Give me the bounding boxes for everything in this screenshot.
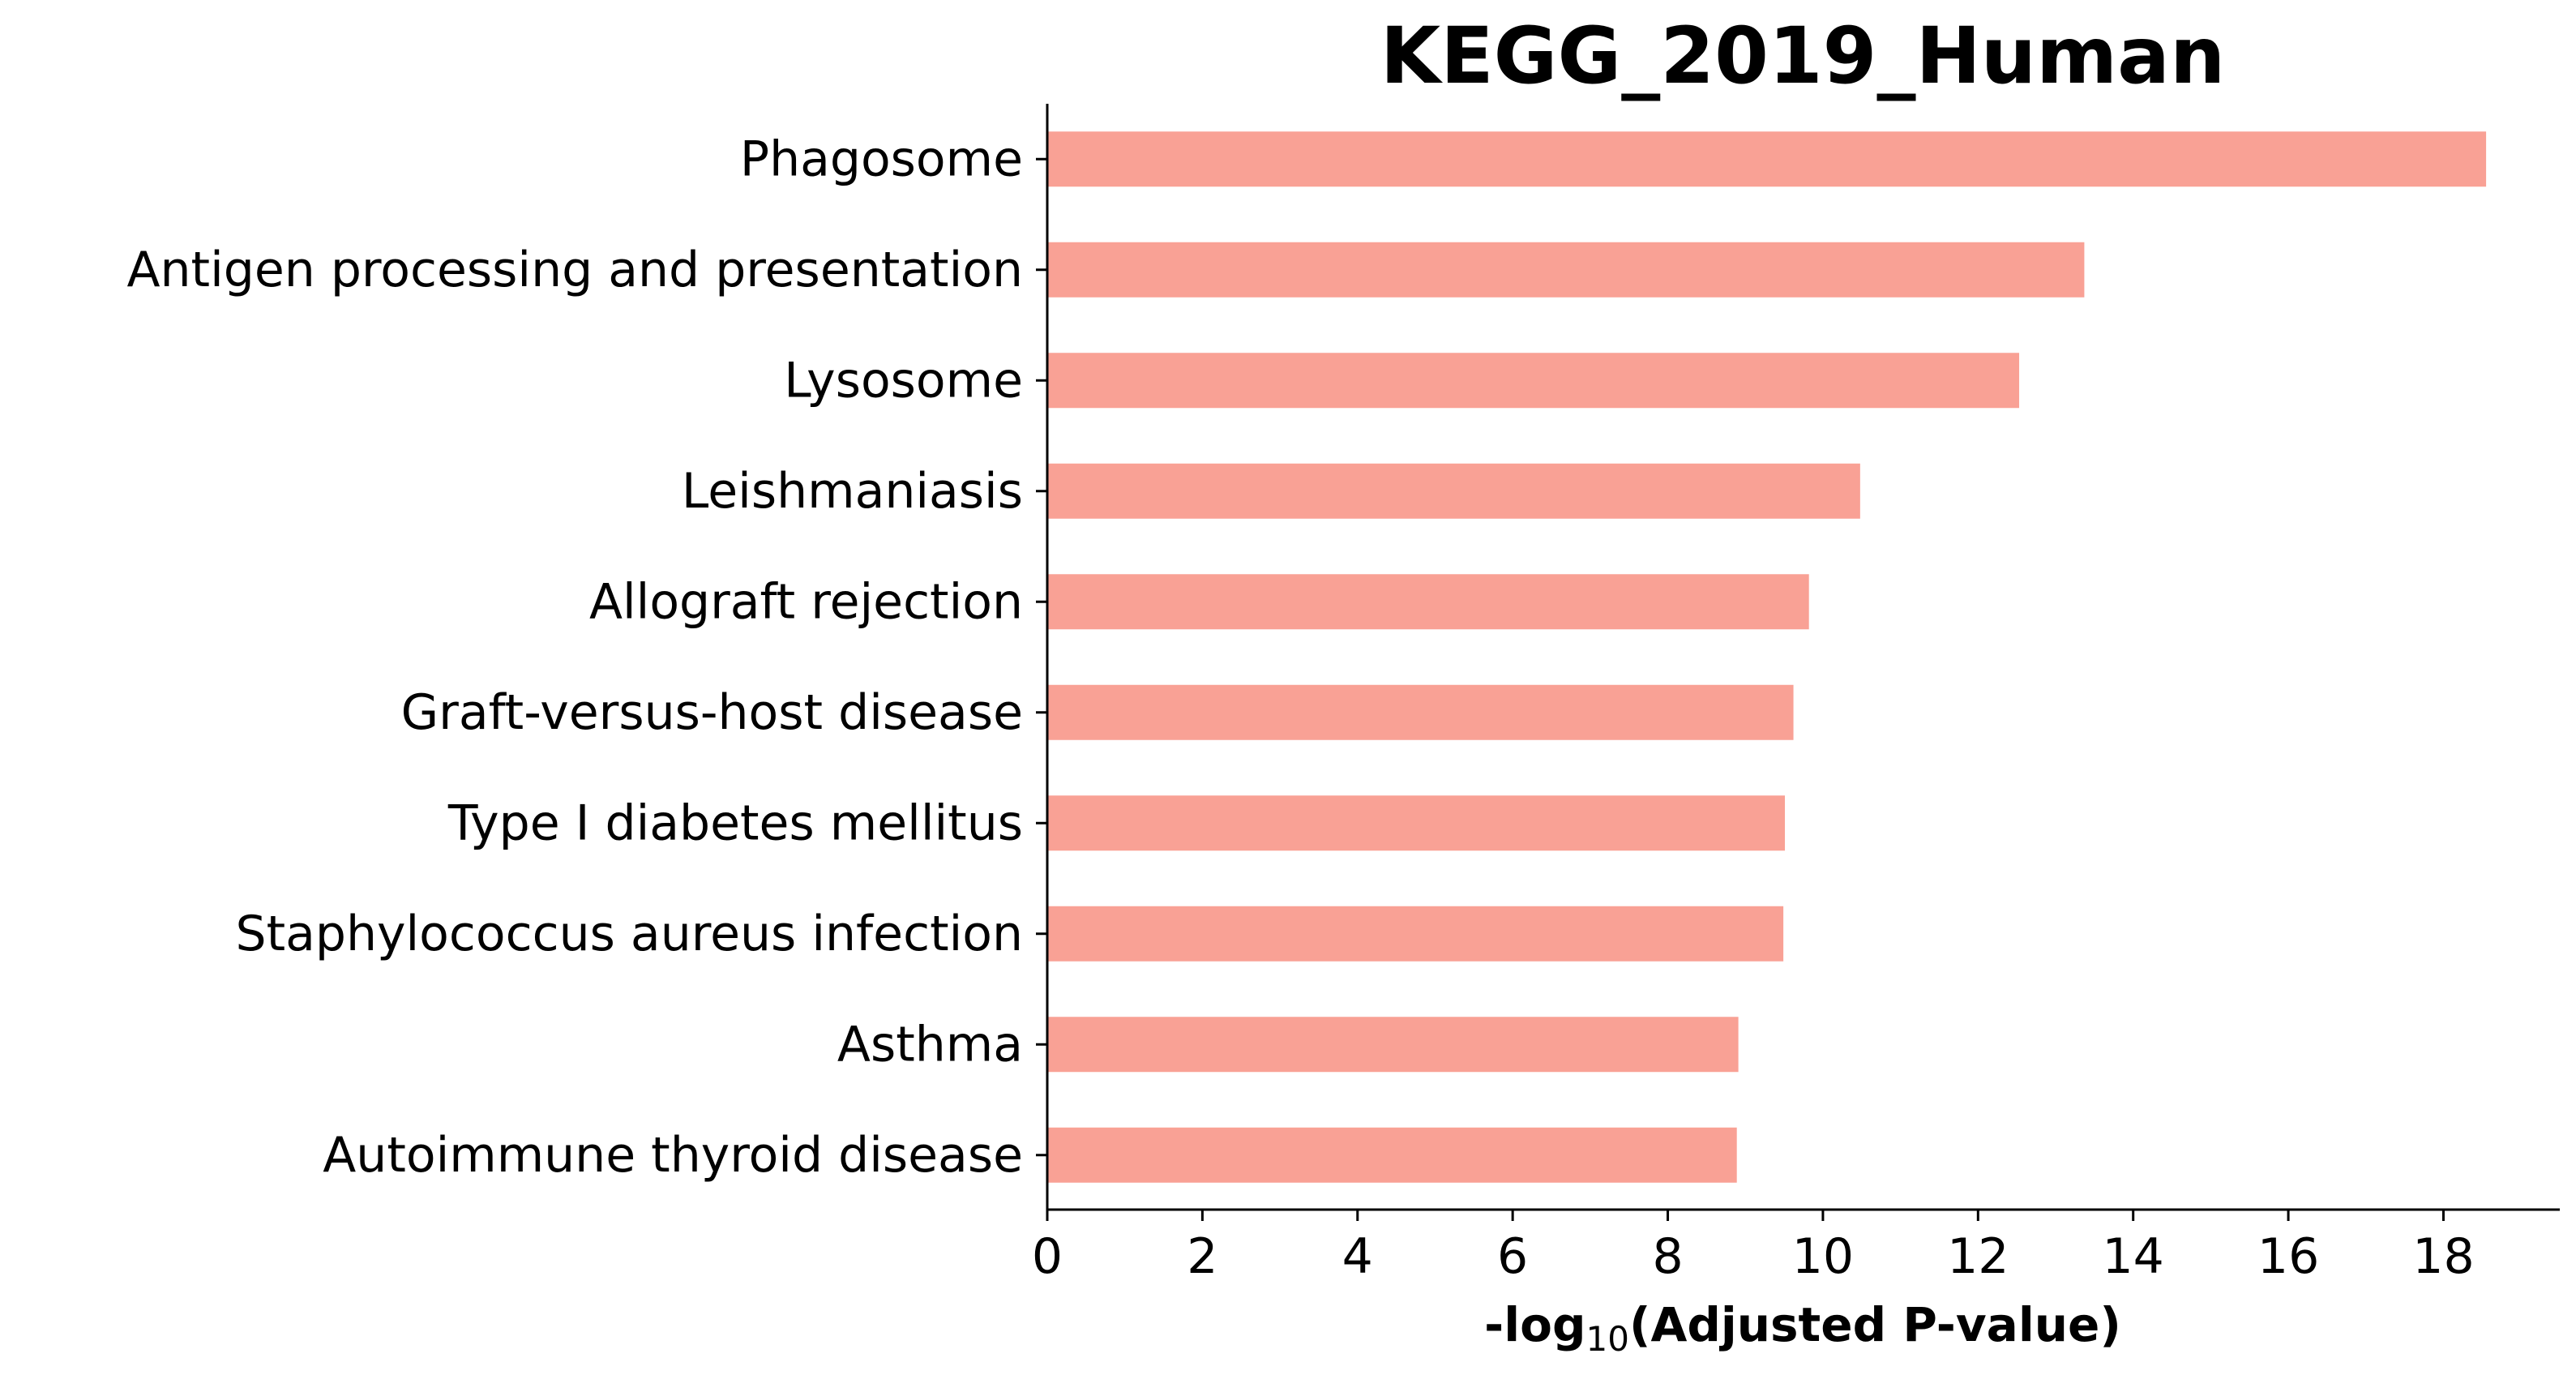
category-label: Allograft rejection (589, 573, 1023, 630)
x-tick-label: 2 (1187, 1228, 1217, 1285)
x-tick-label: 0 (1032, 1228, 1063, 1285)
category-label: Phagosome (740, 131, 1023, 187)
category-label: Staphylococcus aureus infection (236, 906, 1023, 962)
x-tick-label: 4 (1342, 1228, 1373, 1285)
bar (1047, 353, 2020, 409)
bar (1047, 1127, 1737, 1183)
x-tick-label: 6 (1497, 1228, 1528, 1285)
category-label: Graft-versus-host disease (401, 684, 1023, 741)
x-tick-label: 8 (1652, 1228, 1683, 1285)
bar (1047, 795, 1786, 851)
category-label: Type I diabetes mellitus (447, 795, 1023, 851)
x-tick-label: 18 (2412, 1228, 2474, 1285)
category-label: Antigen processing and presentation (126, 242, 1023, 298)
x-axis-label-suffix: (Adjusted P-value) (1629, 1297, 2121, 1352)
x-axis-label: -log10(Adjusted P-value) (1484, 1297, 2121, 1359)
x-ticks-group: 0 2 4 6 8 10 12 14 16 18 (1032, 1210, 2475, 1285)
bar (1047, 574, 1809, 630)
category-label: Leishmaniasis (682, 463, 1023, 520)
bar (1047, 463, 1860, 519)
bar (1047, 684, 1794, 740)
bar (1047, 131, 2487, 187)
x-tick-label: 12 (1947, 1228, 2009, 1285)
x-tick-label: 10 (1792, 1228, 1854, 1285)
chart-title: KEGG_2019_Human (1380, 11, 2226, 101)
bar (1047, 906, 1784, 962)
category-label: Autoimmune thyroid disease (323, 1127, 1023, 1184)
bar (1047, 1017, 1739, 1073)
x-tick-label: 16 (2257, 1228, 2319, 1285)
category-label: Asthma (837, 1016, 1023, 1073)
bar (1047, 242, 2085, 298)
category-labels-group: Phagosome Antigen processing and presenta… (126, 131, 1047, 1184)
x-axis-label-prefix: -log (1484, 1297, 1585, 1352)
x-tick-label: 14 (2103, 1228, 2164, 1285)
bars-group (1047, 131, 2487, 1183)
x-axis-label-subscript: 10 (1585, 1319, 1628, 1359)
category-label: Lysosome (784, 352, 1023, 409)
